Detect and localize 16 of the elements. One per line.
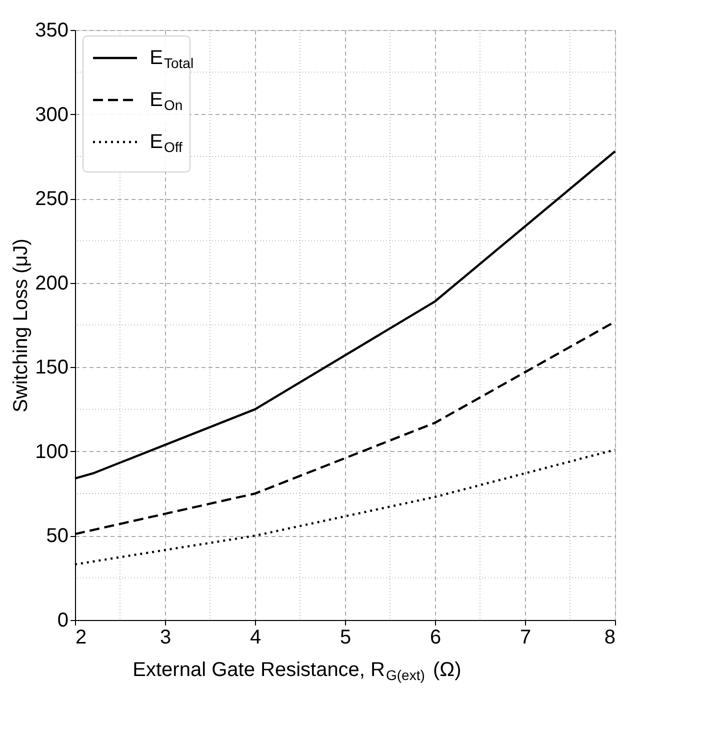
y-tick-label: 0: [57, 610, 68, 632]
y-tick-label: 300: [35, 104, 68, 126]
y-tick-label: 250: [35, 188, 68, 210]
y-tick-label: 350: [35, 20, 68, 42]
x-tick-label: 4: [250, 626, 262, 648]
x-tick-label: 8: [604, 626, 616, 648]
y-tick-label: 100: [35, 440, 68, 463]
x-tick-label: 3: [160, 626, 172, 648]
x-tick-label: 6: [430, 626, 442, 648]
x-tick-label: 7: [520, 626, 532, 648]
y-tick-label: 50: [46, 525, 68, 548]
y-tick-label: 200: [35, 272, 68, 294]
y-tick-label: 150: [35, 356, 68, 379]
x-tick-label: 5: [340, 626, 352, 648]
x-tick-label: 2: [76, 626, 87, 648]
y-axis-title: Switching Loss (μJ): [10, 238, 32, 412]
